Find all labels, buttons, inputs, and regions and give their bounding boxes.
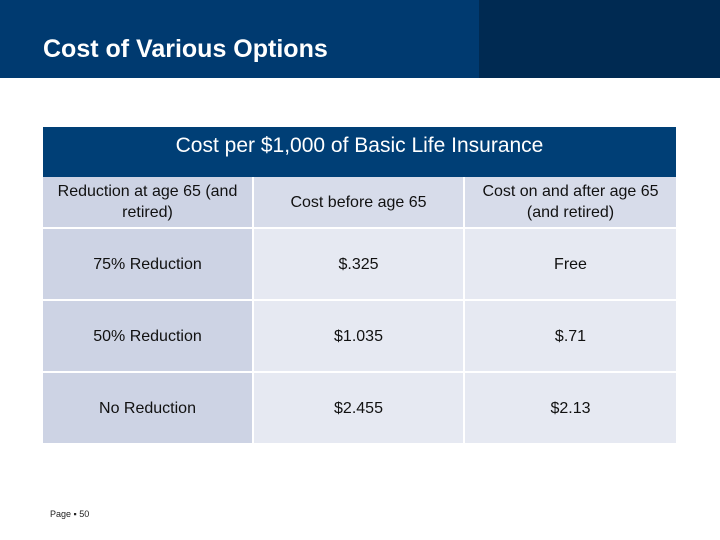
slide-title: Cost of Various Options (43, 35, 328, 63)
table-cell: $2.455 (254, 373, 465, 445)
title-banner-accent (479, 0, 720, 78)
table-header-row: Reduction at age 65 (and retired) Cost b… (43, 177, 676, 229)
cost-table: Cost per $1,000 of Basic Life Insurance … (43, 127, 676, 445)
table-cell: $.325 (254, 229, 465, 301)
table-cell: $1.035 (254, 301, 465, 373)
column-header: Reduction at age 65 (and retired) (43, 177, 254, 229)
table-cell: $.71 (465, 301, 676, 373)
page-number: Page ▪ 50 (50, 509, 90, 519)
table-cell: Free (465, 229, 676, 301)
table-cell: $2.13 (465, 373, 676, 445)
table-cell: 75% Reduction (43, 229, 254, 301)
table-row: No Reduction $2.455 $2.13 (43, 373, 676, 445)
column-header: Cost on and after age 65 (and retired) (465, 177, 676, 229)
table-cell: 50% Reduction (43, 301, 254, 373)
column-header: Cost before age 65 (254, 177, 465, 229)
table-row: 50% Reduction $1.035 $.71 (43, 301, 676, 373)
table-cell: No Reduction (43, 373, 254, 445)
table-row: 75% Reduction $.325 Free (43, 229, 676, 301)
table-title: Cost per $1,000 of Basic Life Insurance (43, 127, 676, 177)
